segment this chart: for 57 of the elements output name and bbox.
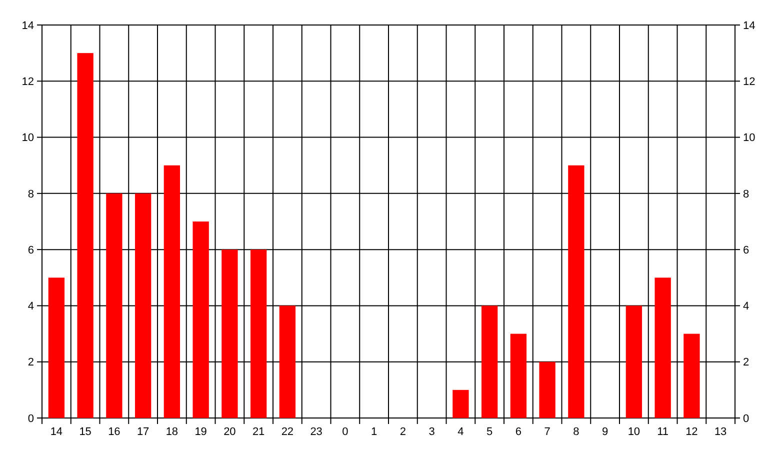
x-tick-label: 2 [400, 426, 406, 438]
bar [77, 53, 94, 418]
bar [626, 306, 642, 418]
y-tick-label: 0 [28, 412, 34, 425]
y-tick-label: 12 [22, 76, 34, 88]
bar [568, 165, 584, 418]
y2-tick-label: 14 [743, 20, 756, 32]
x-tick-label: 11 [657, 426, 669, 438]
x-tick-label: 17 [136, 426, 150, 438]
x-tick-label: 18 [166, 426, 178, 438]
x-tick-label: 21 [252, 426, 265, 438]
bar [654, 278, 671, 418]
y-tick-label: 2 [28, 356, 34, 369]
bar [192, 222, 209, 418]
bar [222, 250, 238, 418]
bar [279, 306, 296, 418]
x-tick-label: 16 [108, 426, 120, 438]
x-tick-label: 0 [342, 426, 348, 438]
bar [134, 193, 152, 418]
x-tick-label: 5 [486, 426, 493, 438]
bar [539, 362, 556, 418]
x-tick-label: 14 [50, 426, 63, 438]
bar [250, 250, 267, 418]
bar [510, 334, 527, 418]
x-tick-label: 22 [281, 426, 294, 438]
x-tick-label: 15 [79, 426, 92, 438]
x-tick-label: 12 [686, 426, 698, 438]
y2-tick-label: 6 [743, 244, 750, 256]
x-tick-label: 3 [428, 426, 435, 438]
bar [164, 165, 180, 418]
x-tick-label: 9 [602, 426, 608, 438]
bar [106, 193, 122, 418]
bar [452, 390, 469, 418]
y2-tick-label: 4 [743, 300, 750, 313]
bar [481, 306, 498, 418]
y-tick-label: 10 [22, 132, 34, 144]
x-tick-label: 4 [458, 426, 464, 438]
x-tick-label: 8 [573, 426, 580, 438]
bar [684, 334, 700, 418]
y-tick-label: 6 [28, 244, 34, 256]
x-tick-label: 20 [224, 426, 236, 438]
y2-tick-label: 2 [743, 356, 750, 369]
y-tick-label: 4 [28, 300, 34, 313]
y2-tick-label: 8 [743, 188, 750, 200]
y-tick-label: 14 [22, 20, 34, 32]
x-tick-label: 1 [371, 426, 378, 438]
x-tick-label: 7 [544, 426, 550, 438]
x-tick-label: 23 [310, 426, 322, 438]
x-tick-label: 6 [515, 426, 522, 438]
x-tick-label: 10 [628, 426, 640, 438]
y2-tick-label: 10 [743, 132, 756, 144]
x-tick-label: 19 [194, 426, 207, 438]
y2-tick-label: 12 [743, 76, 756, 88]
x-tick-label: 13 [714, 426, 727, 438]
y2-tick-label: 0 [743, 412, 750, 425]
bar [48, 278, 65, 418]
y-tick-label: 8 [28, 188, 34, 200]
